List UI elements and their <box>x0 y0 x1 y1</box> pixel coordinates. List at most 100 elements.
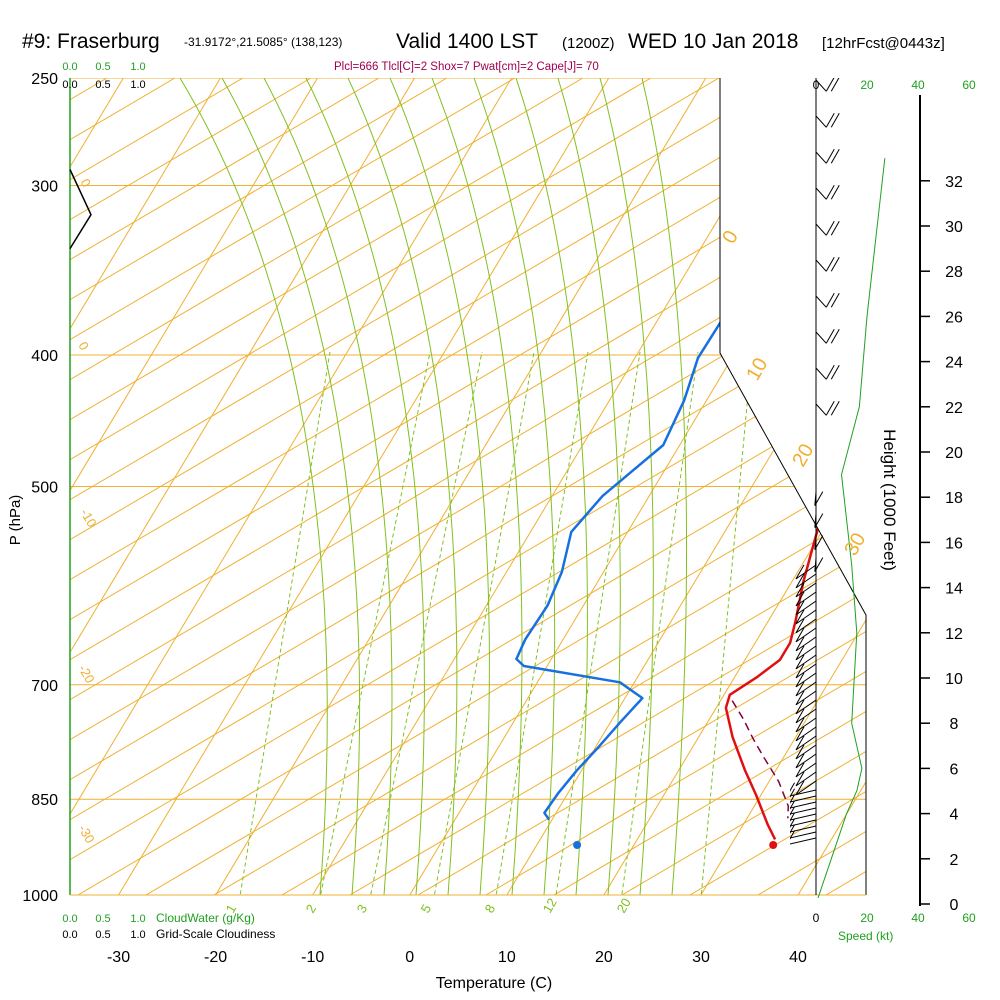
cloudiness-tick-bottom: 0.5 <box>95 929 110 941</box>
wind-barb <box>795 591 817 607</box>
isotherm-label: 0 <box>77 176 94 190</box>
isotherm <box>70 78 416 895</box>
moist-adiabat <box>473 78 556 895</box>
wind-barb <box>790 824 817 839</box>
dry-adiabat <box>70 78 856 895</box>
temperature-tick-label: 40 <box>789 949 807 966</box>
mixing-ratio-label: 5 <box>418 902 435 916</box>
wind-barb <box>790 806 817 821</box>
mixing-ratio-label: 3 <box>354 902 371 916</box>
moist-adiabat <box>599 78 654 895</box>
wind-barb <box>795 744 817 760</box>
parcel-path-line <box>731 700 790 819</box>
moist-adiabat <box>431 78 523 895</box>
wind-barb <box>795 780 817 796</box>
pressure-tick-label: 300 <box>31 178 58 195</box>
mixing-ratio-line <box>317 351 431 895</box>
temperature-tick-label: -10 <box>301 949 324 966</box>
height-tick-label: 2 <box>950 852 959 869</box>
wind-barb <box>795 681 817 697</box>
moist-adiabat <box>515 78 588 895</box>
dry-adiabat <box>70 78 584 895</box>
height-tick-label: 0 <box>950 897 959 914</box>
moist-adiabat <box>557 78 621 895</box>
isotherm-label: -20 <box>75 662 97 686</box>
cloudwater-tick-top: 0.5 <box>95 61 110 73</box>
pressure-tick-label: 250 <box>31 71 58 88</box>
mixing-ratio-line <box>431 351 535 895</box>
dry-adiabat <box>70 78 866 895</box>
mixing-ratio-line <box>237 351 331 895</box>
height-tick-label: 30 <box>945 219 963 236</box>
wind-barb <box>795 708 817 724</box>
station-title: #9: Fraserburg <box>22 30 160 53</box>
speed-tick-bottom: 0 <box>813 911 820 925</box>
dry-adiabat <box>213 78 866 895</box>
wind-barb <box>795 636 817 652</box>
wind-barb <box>795 690 817 706</box>
height-axis-title: Height (1000 Feet) <box>880 429 899 571</box>
isotherm-label: -10 <box>77 506 99 530</box>
pressure-tick-label: 700 <box>31 678 58 695</box>
dry-adiabat <box>70 78 312 895</box>
height-tick-label: 12 <box>945 626 963 643</box>
wind-barb <box>790 800 817 815</box>
dry-adiabat <box>70 78 866 895</box>
wind-barb <box>815 78 840 92</box>
wind-barb <box>790 830 817 845</box>
mixing-ratio-line <box>699 351 753 895</box>
speed-tick-top: 0 <box>813 78 820 92</box>
wind-speed-profile <box>817 158 886 898</box>
cloudiness-tick-bottom: 0.0 <box>62 929 77 941</box>
cloudiness-label: Grid-Scale Cloudiness <box>156 927 275 941</box>
speed-tick-top: 60 <box>962 78 976 92</box>
dry-adiabat <box>70 78 380 895</box>
wind-barb <box>790 782 817 797</box>
dry-adiabat <box>70 78 866 895</box>
isotherm <box>700 78 866 895</box>
moist-adiabat <box>347 78 458 895</box>
wind-barb <box>795 753 817 769</box>
temperature-tick-label: 0 <box>405 949 414 966</box>
dry-adiabat <box>553 78 866 895</box>
dry-adiabat <box>621 78 866 895</box>
speed-tick-top: 20 <box>860 78 874 92</box>
mixing-ratio-line <box>619 351 699 895</box>
cloudiness-tick-bottom: 1.0 <box>130 929 145 941</box>
moist-adiabat <box>263 78 393 895</box>
pressure-tick-label: 850 <box>31 792 58 809</box>
height-tick-label: 32 <box>945 174 963 191</box>
dry-adiabat <box>962 78 1000 895</box>
station-coords: -31.9172°,21.5085° (138,123) <box>184 35 342 49</box>
isotherm <box>0 78 26 895</box>
x-axis-title: Temperature (C) <box>436 975 552 992</box>
height-tick-label: 18 <box>945 490 963 507</box>
isotherm <box>895 78 1000 895</box>
speed-tick-bottom: 40 <box>911 911 925 925</box>
valid-zulu: (1200Z) <box>562 35 615 52</box>
wind-barb <box>815 401 840 416</box>
moist-adiabat <box>179 78 328 895</box>
wind-barb <box>795 609 817 625</box>
cloudwater-label: CloudWater (g/Kg) <box>156 911 255 925</box>
parcel-params: Plcl=666 Tlcl[C]=2 Shox=7 Pwat[cm]=2 Cap… <box>334 61 599 73</box>
speed-axis-label: Speed (kt) <box>838 929 893 943</box>
wind-barb <box>795 771 817 787</box>
dry-adiabat <box>281 78 866 895</box>
isotherm <box>992 78 1000 895</box>
dry-adiabat <box>417 78 866 895</box>
wind-barb <box>815 293 840 308</box>
mixing-ratio-line <box>367 351 483 895</box>
isotherm-label: 0 <box>75 339 92 353</box>
wind-barb <box>795 600 817 616</box>
cloudwater-tick-top: 1.0 <box>130 61 145 73</box>
moist-adiabat <box>641 78 688 895</box>
moist-adiabat <box>221 78 361 895</box>
wind-barb <box>795 762 817 778</box>
temperature-tick-label: -20 <box>204 949 227 966</box>
height-tick-label: 20 <box>945 445 963 462</box>
mixing-ratio-line <box>553 351 641 895</box>
isotherm <box>70 78 221 895</box>
temperature-tick-label: 30 <box>692 949 710 966</box>
